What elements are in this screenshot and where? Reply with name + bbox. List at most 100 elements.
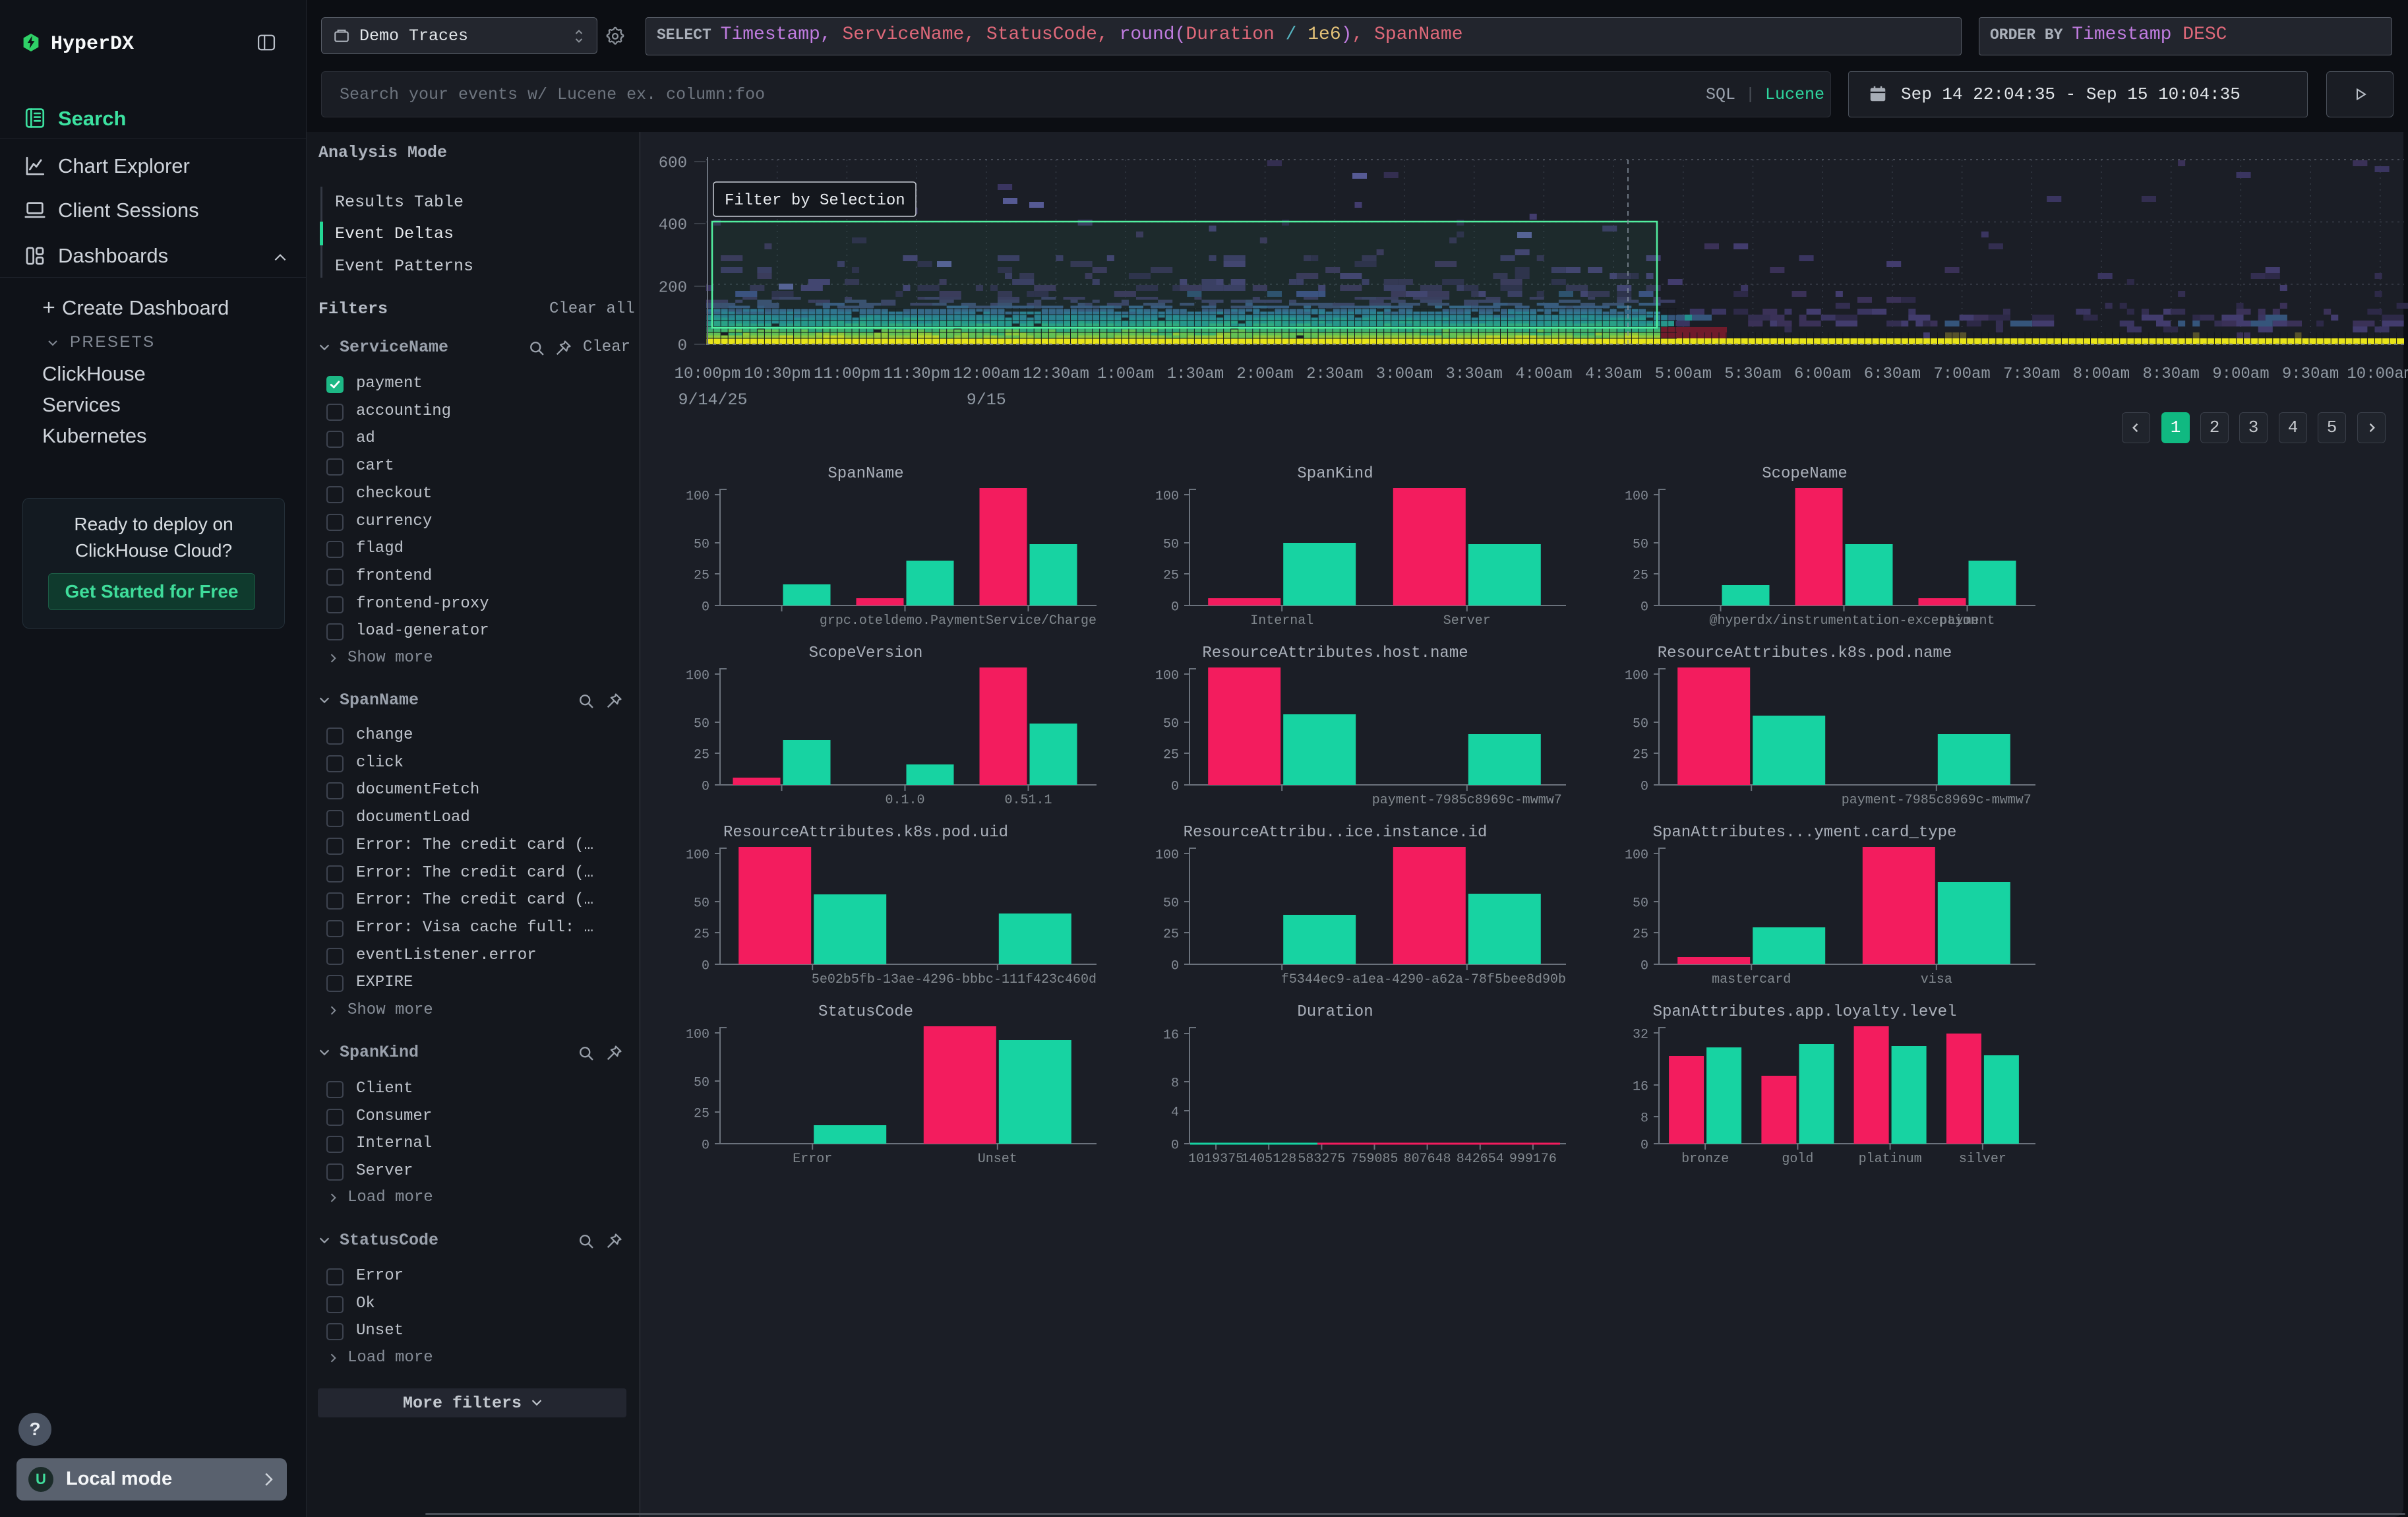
svg-text:8:30am: 8:30am bbox=[2142, 365, 2199, 383]
svg-text:ResourceAttribu..ice.instance.: ResourceAttribu..ice.instance.id bbox=[1184, 824, 1488, 842]
svg-text:25: 25 bbox=[1633, 927, 1648, 942]
svg-text:25: 25 bbox=[694, 1106, 709, 1121]
svg-text:silver: silver bbox=[1959, 1152, 2006, 1167]
svg-text:50: 50 bbox=[694, 537, 709, 552]
svg-text:Unset: Unset bbox=[978, 1152, 1017, 1167]
svg-text:1405128: 1405128 bbox=[1241, 1152, 1296, 1167]
svg-text:32: 32 bbox=[1633, 1027, 1648, 1042]
svg-text:ScopeName: ScopeName bbox=[1762, 465, 1848, 483]
svg-text:5:00am: 5:00am bbox=[1655, 365, 1712, 383]
svg-text:3:30am: 3:30am bbox=[1445, 365, 1502, 383]
svg-text:50: 50 bbox=[1163, 537, 1179, 552]
svg-text:50: 50 bbox=[694, 716, 709, 731]
svg-text:25: 25 bbox=[1163, 568, 1179, 583]
svg-text:0.1.0: 0.1.0 bbox=[885, 793, 924, 808]
svg-text:100: 100 bbox=[686, 668, 709, 683]
svg-text:583275: 583275 bbox=[1298, 1152, 1345, 1167]
svg-text:100: 100 bbox=[1625, 668, 1648, 683]
svg-text:0: 0 bbox=[1171, 779, 1179, 794]
svg-text:1:30am: 1:30am bbox=[1167, 365, 1224, 383]
svg-text:25: 25 bbox=[1633, 568, 1648, 583]
svg-text:11:30pm: 11:30pm bbox=[884, 365, 950, 383]
svg-text:platinum: platinum bbox=[1859, 1152, 1922, 1167]
svg-text:0.51.1: 0.51.1 bbox=[1004, 793, 1052, 808]
svg-text:0: 0 bbox=[1171, 1138, 1179, 1153]
svg-text:ResourceAttributes.host.name: ResourceAttributes.host.name bbox=[1202, 644, 1468, 662]
svg-text:2:30am: 2:30am bbox=[1306, 365, 1363, 383]
svg-text:807648: 807648 bbox=[1404, 1152, 1451, 1167]
svg-text:9:00am: 9:00am bbox=[2212, 365, 2269, 383]
svg-text:payment: payment bbox=[1939, 613, 1995, 629]
svg-text:StatusCode: StatusCode bbox=[818, 1003, 913, 1021]
svg-text:Internal: Internal bbox=[1250, 613, 1313, 629]
svg-text:9/14/25: 9/14/25 bbox=[678, 390, 747, 410]
svg-text:8:00am: 8:00am bbox=[2073, 365, 2130, 383]
svg-text:8: 8 bbox=[1171, 1076, 1179, 1091]
svg-text:0: 0 bbox=[1640, 779, 1648, 794]
svg-text:f5344ec9-a1ea-4290-a62a-78f5be: f5344ec9-a1ea-4290-a62a-78f5bee8d90b bbox=[1281, 972, 1566, 987]
svg-text:SpanAttributes...yment.card_ty: SpanAttributes...yment.card_type bbox=[1653, 824, 1957, 842]
svg-text:ResourceAttributes.k8s.pod.uid: ResourceAttributes.k8s.pod.uid bbox=[723, 824, 1008, 842]
svg-text:16: 16 bbox=[1163, 1028, 1179, 1043]
svg-text:payment-7985c8969c-mwmw7: payment-7985c8969c-mwmw7 bbox=[1372, 793, 1562, 808]
svg-text:6:00am: 6:00am bbox=[1794, 365, 1851, 383]
svg-text:1:00am: 1:00am bbox=[1097, 365, 1154, 383]
svg-text:4: 4 bbox=[1171, 1105, 1179, 1120]
svg-text:0: 0 bbox=[1171, 600, 1179, 615]
svg-text:25: 25 bbox=[1163, 927, 1179, 942]
svg-text:0: 0 bbox=[1640, 600, 1648, 615]
svg-text:bronze: bronze bbox=[1681, 1152, 1729, 1167]
svg-text:10:00am: 10:00am bbox=[2347, 365, 2408, 383]
svg-text:50: 50 bbox=[1163, 716, 1179, 731]
svg-text:100: 100 bbox=[1155, 489, 1179, 504]
svg-text:100: 100 bbox=[1625, 848, 1648, 863]
svg-text:visa: visa bbox=[1921, 972, 1952, 987]
svg-text:7:00am: 7:00am bbox=[1933, 365, 1990, 383]
svg-text:0: 0 bbox=[702, 779, 709, 794]
svg-text:gold: gold bbox=[1782, 1152, 1813, 1167]
svg-text:100: 100 bbox=[1155, 848, 1179, 863]
svg-text:SpanName: SpanName bbox=[828, 465, 903, 483]
svg-text:SpanKind: SpanKind bbox=[1297, 465, 1373, 483]
svg-text:4:00am: 4:00am bbox=[1515, 365, 1572, 383]
svg-text:999176: 999176 bbox=[1509, 1152, 1557, 1167]
svg-text:ResourceAttributes.k8s.pod.nam: ResourceAttributes.k8s.pod.name bbox=[1658, 644, 1952, 662]
svg-text:7:30am: 7:30am bbox=[2003, 365, 2060, 383]
svg-text:100: 100 bbox=[686, 1027, 709, 1042]
svg-text:759085: 759085 bbox=[1350, 1152, 1398, 1167]
svg-text:100: 100 bbox=[1625, 489, 1648, 504]
svg-text:5e02b5fb-13ae-4296-bbbc-111f42: 5e02b5fb-13ae-4296-bbbc-111f423c460d bbox=[812, 972, 1097, 987]
svg-text:9/15: 9/15 bbox=[967, 390, 1006, 410]
svg-text:2:00am: 2:00am bbox=[1236, 365, 1293, 383]
svg-text:6:30am: 6:30am bbox=[1864, 365, 1921, 383]
svg-text:100: 100 bbox=[686, 848, 709, 863]
svg-text:ScopeVersion: ScopeVersion bbox=[809, 644, 923, 662]
svg-text:12:00am: 12:00am bbox=[953, 365, 1019, 383]
svg-text:0: 0 bbox=[702, 958, 709, 974]
svg-text:25: 25 bbox=[694, 747, 709, 762]
svg-text:4:30am: 4:30am bbox=[1585, 365, 1642, 383]
svg-text:grpc.oteldemo.PaymentService/C: grpc.oteldemo.PaymentService/Charge bbox=[820, 613, 1097, 629]
svg-text:5:30am: 5:30am bbox=[1724, 365, 1781, 383]
svg-text:0: 0 bbox=[1640, 1138, 1648, 1153]
svg-text:10:00pm: 10:00pm bbox=[675, 365, 741, 383]
svg-text:842654: 842654 bbox=[1457, 1152, 1504, 1167]
svg-text:50: 50 bbox=[694, 896, 709, 911]
svg-text:@hyperdx/instrumentation-excep: @hyperdx/instrumentation-exception bbox=[1709, 613, 1978, 629]
svg-text:11:00pm: 11:00pm bbox=[814, 365, 880, 383]
svg-text:50: 50 bbox=[694, 1075, 709, 1090]
svg-text:25: 25 bbox=[1633, 747, 1648, 762]
svg-text:12:30am: 12:30am bbox=[1023, 365, 1089, 383]
svg-text:400: 400 bbox=[659, 216, 687, 234]
svg-text:200: 200 bbox=[659, 279, 687, 297]
svg-text:50: 50 bbox=[1163, 896, 1179, 911]
svg-text:25: 25 bbox=[694, 927, 709, 942]
svg-text:25: 25 bbox=[1163, 747, 1179, 762]
svg-text:25: 25 bbox=[694, 568, 709, 583]
svg-text:50: 50 bbox=[1633, 896, 1648, 911]
svg-text:50: 50 bbox=[1633, 716, 1648, 731]
svg-text:mastercard: mastercard bbox=[1712, 972, 1791, 987]
svg-text:0: 0 bbox=[678, 337, 687, 355]
svg-text:16: 16 bbox=[1633, 1079, 1648, 1094]
svg-text:3:00am: 3:00am bbox=[1376, 365, 1433, 383]
